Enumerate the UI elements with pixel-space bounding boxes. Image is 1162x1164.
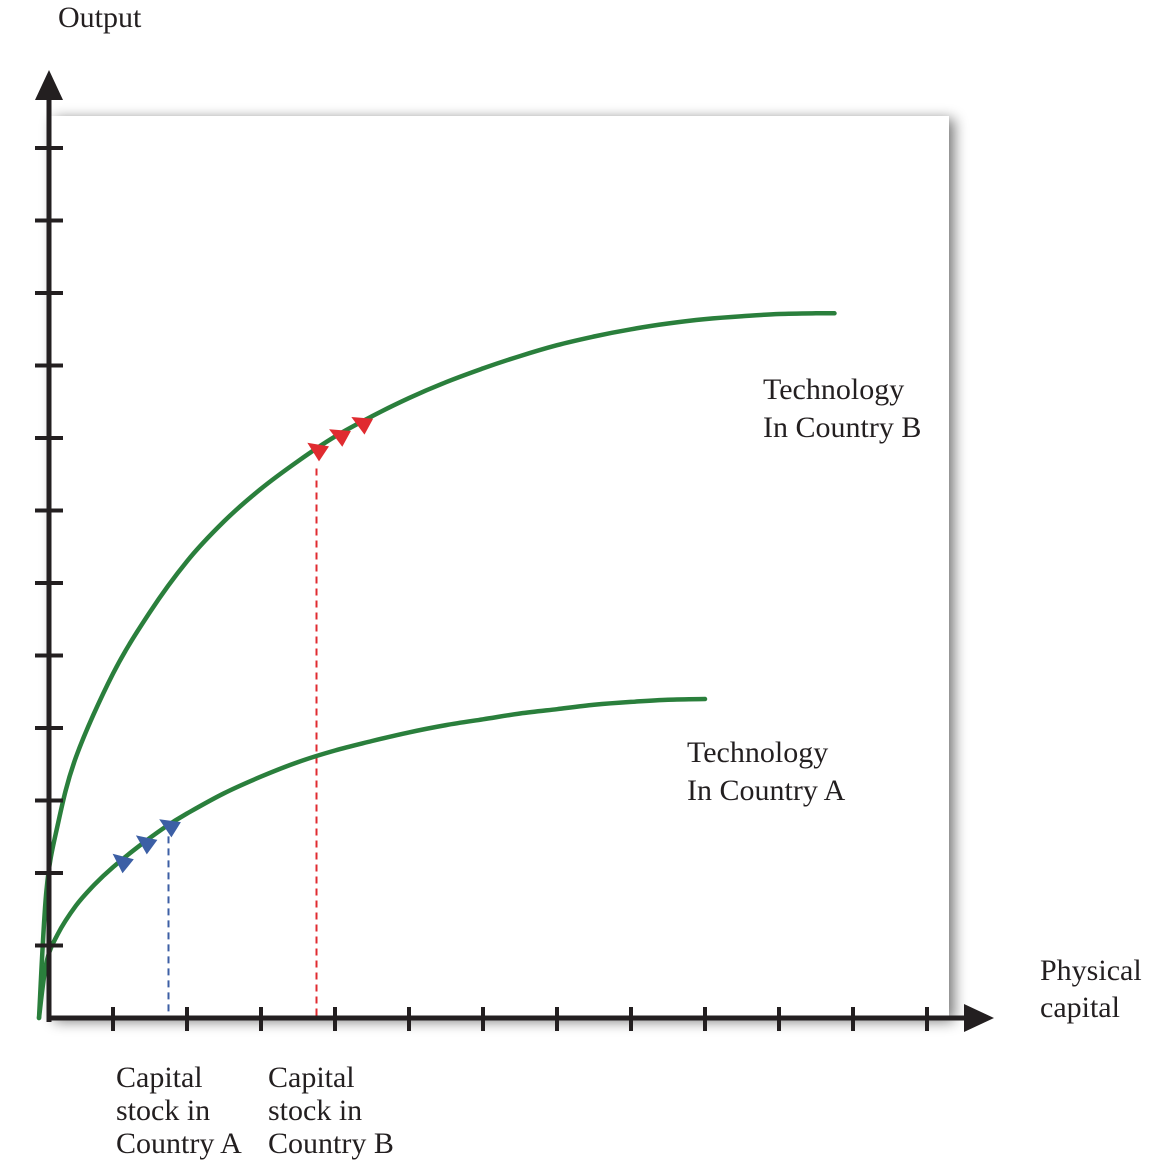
annotation-line: stock in [268,1094,362,1127]
series-label-country-a: Technology In Country A [687,736,846,807]
markers [112,417,374,874]
axes [35,70,994,1032]
arrow-marker [135,835,158,855]
series-label-line: Technology [763,373,904,406]
guide-lines [167,468,318,1016]
x-axis-label-line: capital [1040,991,1120,1024]
series-label-line: Technology [687,736,828,769]
x-axis-arrowhead [964,1004,994,1032]
series-line-country-a [36,696,708,1021]
series-label-line: In Country B [763,411,921,444]
arrow-marker [112,853,134,874]
annotation-line: Capital [116,1061,203,1094]
annotation-capital-stock-a: Capital stock in Country A [116,1061,242,1160]
arrow-marker [307,442,329,462]
series-label-country-b: Technology In Country B [763,373,921,444]
arrow-marker [159,819,181,838]
plot-panel [49,116,949,1018]
series-line-country-b [36,311,837,1021]
arrow-marker [351,417,374,435]
annotation-line: Country A [116,1127,242,1160]
annotation-line: Capital [268,1061,355,1094]
x-axis-label: Physical capital [1040,954,1149,1024]
annotation-capital-stock-b: Capital stock in Country B [268,1061,394,1160]
x-axis-label-line: Physical [1040,954,1142,987]
ticks [35,146,929,1031]
series-label-line: In Country A [687,774,846,807]
arrow-marker [329,429,351,447]
y-axis-arrowhead [35,70,63,100]
annotation-line: stock in [116,1094,210,1127]
curves [36,311,837,1021]
y-axis-label: Output [58,1,142,34]
annotation-line: Country B [268,1127,394,1160]
